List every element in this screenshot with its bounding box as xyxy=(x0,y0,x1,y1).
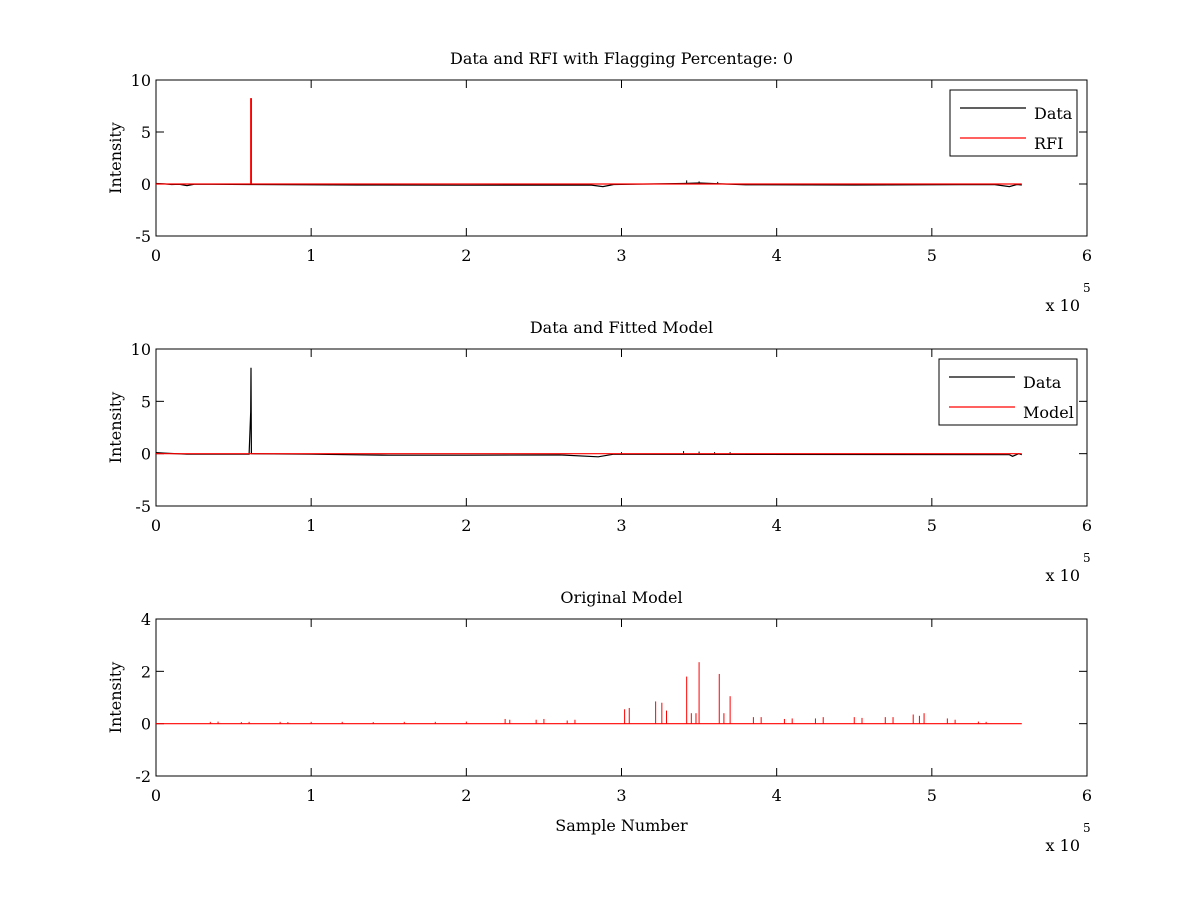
x-tick-label: 0 xyxy=(151,786,161,805)
subplot-3: Original Model Intensity Sample Number 0 1 2 3… xyxy=(106,588,1092,855)
chart-title: Original Model xyxy=(560,588,682,607)
x-tick-label: 0 xyxy=(151,246,161,265)
axes-box xyxy=(155,618,1088,777)
x-tick-label: 0 xyxy=(151,516,161,535)
x-tick-label: 2 xyxy=(461,246,471,265)
chart-title: Data and RFI with Flagging Percentage: 0 xyxy=(450,49,793,68)
x-tick-label: 6 xyxy=(1082,246,1092,265)
x-tick-label: 5 xyxy=(927,516,937,535)
x-tick-label: 4 xyxy=(772,246,782,265)
y-tick-label: 10 xyxy=(131,71,151,90)
legend: Data Model xyxy=(938,358,1078,426)
legend-box xyxy=(938,358,1078,426)
y-axis-label: Intensity xyxy=(106,122,125,194)
subplot-1: Data and RFI with Flagging Percentage: 0… xyxy=(106,49,1092,315)
x-tick-label: 4 xyxy=(772,786,782,805)
y-tick-label: 0 xyxy=(141,715,151,734)
legend-box xyxy=(949,89,1078,157)
y-axis-label: Intensity xyxy=(106,662,125,734)
y-tick-label: 4 xyxy=(141,610,151,629)
y-tick-label: -2 xyxy=(135,767,151,786)
x-tick-label: 6 xyxy=(1082,786,1092,805)
x-exponent-power: 5 xyxy=(1083,821,1091,835)
legend-label: Data xyxy=(1034,104,1073,123)
y-tick-label: 10 xyxy=(131,340,151,359)
axes-box xyxy=(155,79,1088,237)
x-tick-label: 5 xyxy=(927,246,937,265)
x-tick-label: 3 xyxy=(616,786,626,805)
legend-label: Data xyxy=(1023,373,1062,392)
y-tick-label: 0 xyxy=(141,445,151,464)
y-axis-label: Intensity xyxy=(106,392,125,464)
legend-label: RFI xyxy=(1034,134,1063,153)
x-exponent-label: x 10 xyxy=(1046,566,1080,585)
y-tick-label: -5 xyxy=(135,497,151,516)
y-tick-label: -5 xyxy=(135,227,151,246)
chart-title: Data and Fitted Model xyxy=(530,318,713,337)
axes-box xyxy=(155,348,1088,507)
x-tick-label: 6 xyxy=(1082,516,1092,535)
x-tick-label: 2 xyxy=(461,516,471,535)
x-tick-label: 1 xyxy=(306,786,316,805)
y-tick-label: 2 xyxy=(141,662,151,681)
y-tick-label: 5 xyxy=(141,123,151,142)
x-tick-label: 3 xyxy=(616,516,626,535)
x-exponent-label: x 10 xyxy=(1046,296,1080,315)
x-exponent-power: 5 xyxy=(1083,281,1091,295)
legend-label: Model xyxy=(1023,403,1074,422)
x-tick-label: 3 xyxy=(616,246,626,265)
y-tick-label: 5 xyxy=(141,392,151,411)
x-exponent-power: 5 xyxy=(1083,551,1091,565)
x-tick-label: 2 xyxy=(461,786,471,805)
legend: Data RFI xyxy=(949,89,1078,157)
x-tick-label: 1 xyxy=(306,516,316,535)
series-line-rfi xyxy=(156,98,1022,185)
y-tick-label: 0 xyxy=(141,175,151,194)
x-exponent-label: x 10 xyxy=(1046,836,1080,855)
x-tick-label: 4 xyxy=(772,516,782,535)
x-tick-label: 5 xyxy=(927,786,937,805)
x-tick-label: 1 xyxy=(306,246,316,265)
x-axis-label: Sample Number xyxy=(555,816,688,835)
